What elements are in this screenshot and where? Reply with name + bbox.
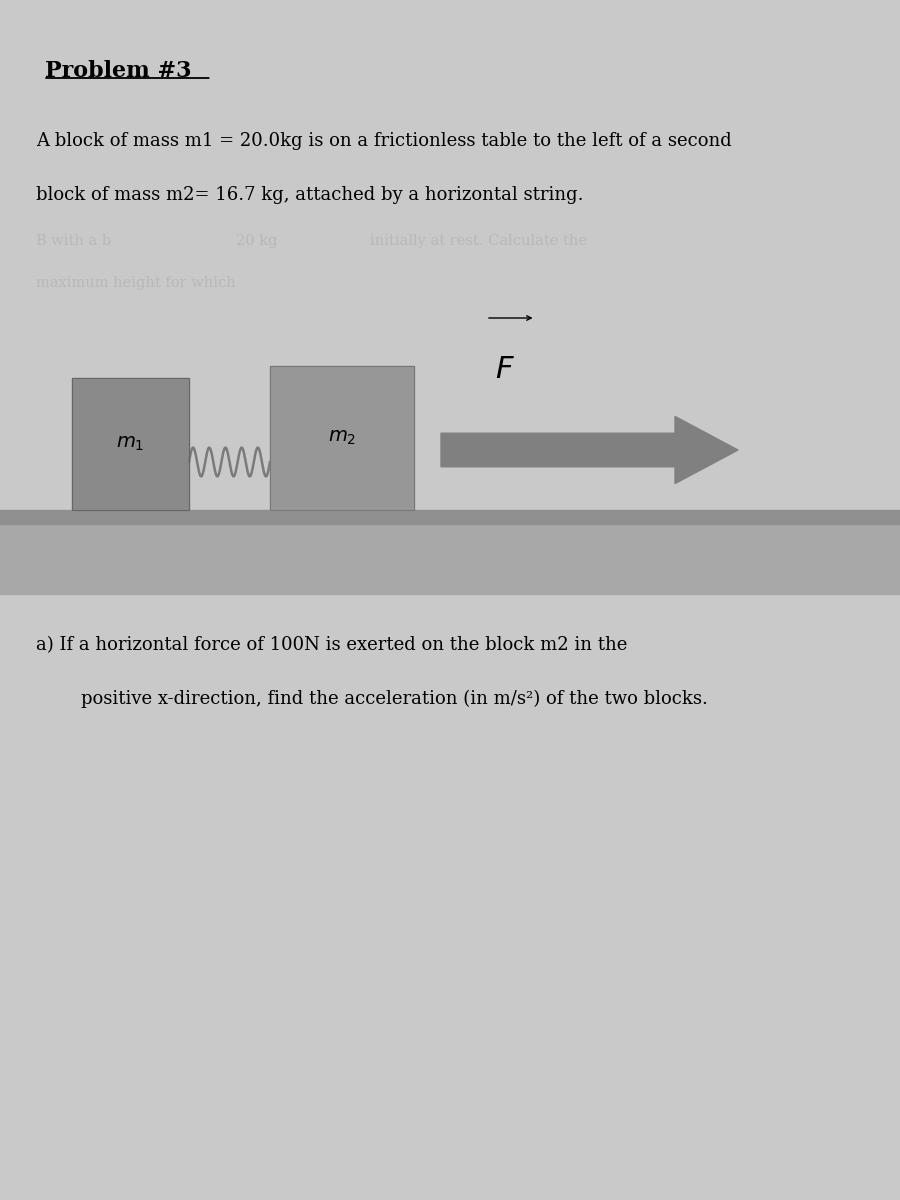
Text: positive x-direction, find the acceleration (in m/s²) of the two blocks.: positive x-direction, find the accelerat… — [81, 690, 708, 708]
Text: block of mass m2= 16.7 kg, attached by a horizontal string.: block of mass m2= 16.7 kg, attached by a… — [36, 186, 583, 204]
Polygon shape — [0, 524, 900, 594]
Text: Problem #3: Problem #3 — [45, 60, 192, 82]
Text: maximum height for which: maximum height for which — [36, 276, 236, 290]
Polygon shape — [72, 378, 189, 510]
Text: $m_2$: $m_2$ — [328, 428, 356, 448]
Text: A block of mass m1 = 20.0kg is on a frictionless table to the left of a second: A block of mass m1 = 20.0kg is on a fric… — [36, 132, 732, 150]
Text: $F$: $F$ — [495, 354, 515, 385]
Text: $m_1$: $m_1$ — [116, 434, 145, 454]
Polygon shape — [441, 416, 738, 484]
Text: a) If a horizontal force of 100N is exerted on the block m2 in the: a) If a horizontal force of 100N is exer… — [36, 636, 627, 654]
Polygon shape — [270, 366, 414, 510]
Polygon shape — [0, 510, 900, 524]
Text: B with a b                           20 kg                    initially at rest.: B with a b 20 kg initially at rest. — [36, 234, 587, 248]
